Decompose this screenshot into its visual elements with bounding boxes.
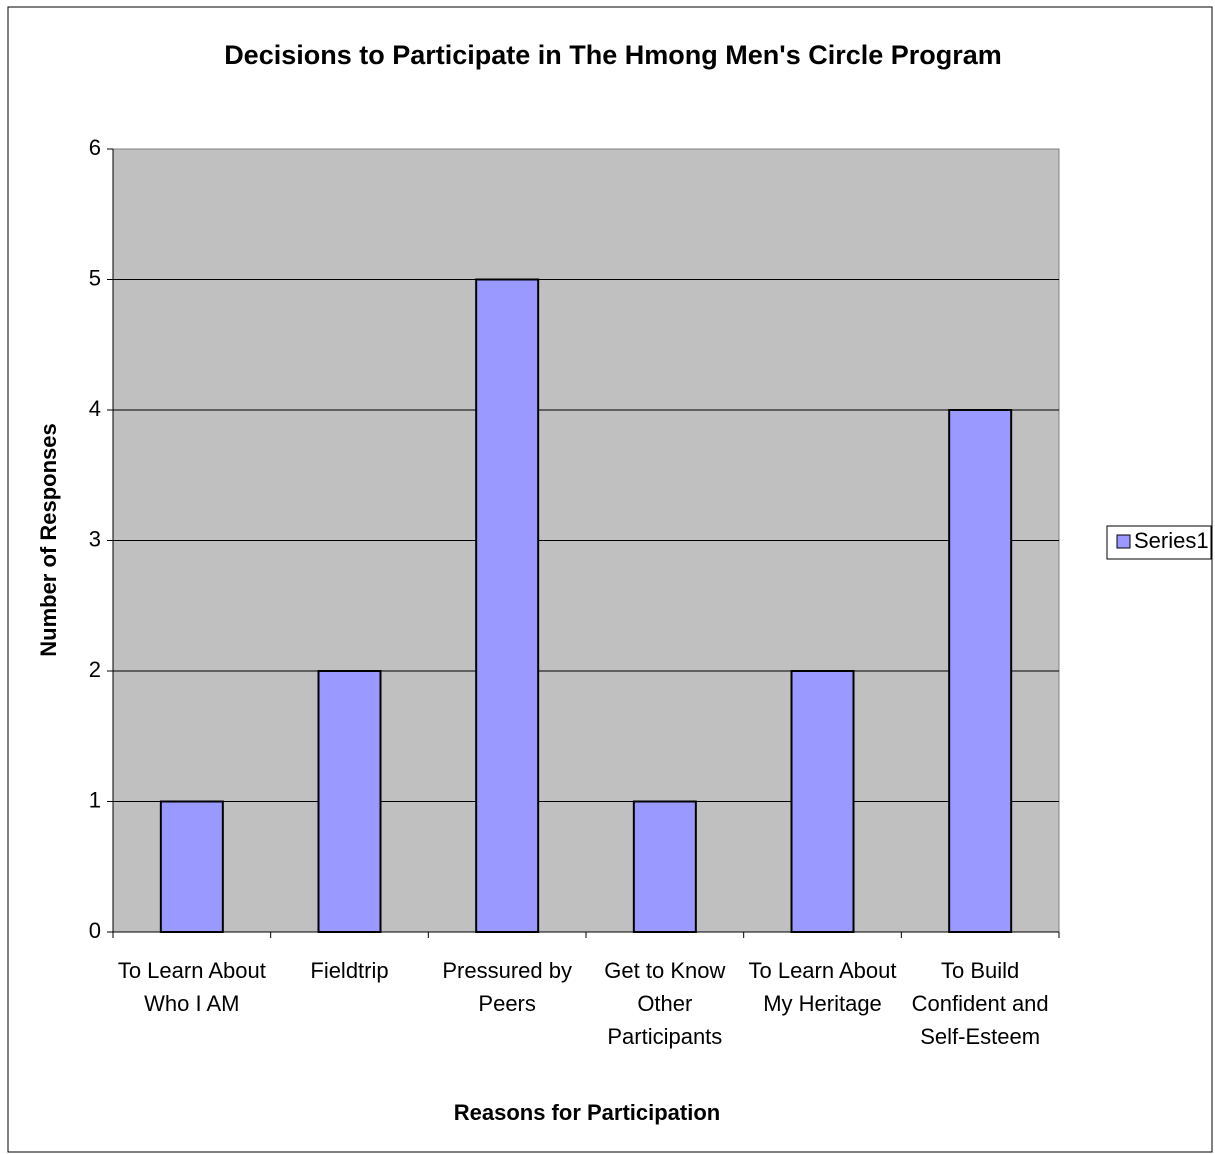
x-tick-label: Fieldtrip xyxy=(310,958,389,983)
y-axis-label: Number of Responses xyxy=(36,423,61,657)
x-tick-label: Get to Know Other Participants xyxy=(604,958,726,1049)
bar xyxy=(632,800,697,933)
chart-title: Decisions to Participate in The Hmong Me… xyxy=(224,40,1002,70)
bar xyxy=(475,278,540,933)
y-tick-label: 3 xyxy=(89,526,101,551)
bar xyxy=(948,409,1013,933)
bar xyxy=(317,670,382,933)
legend-swatch xyxy=(1116,534,1131,549)
legend-label: Series1 xyxy=(1134,528,1209,553)
x-tick-label: To Learn About My Heritage xyxy=(748,958,897,1016)
x-tick-label: To Learn About Who I AM xyxy=(117,958,266,1016)
y-tick-label: 4 xyxy=(89,396,101,421)
y-tick-label: 6 xyxy=(89,135,101,160)
y-tick-label: 0 xyxy=(89,918,101,943)
bar xyxy=(159,800,224,933)
y-tick-label: 2 xyxy=(89,657,101,682)
y-tick-label: 1 xyxy=(89,787,101,812)
x-axis-label: Reasons for Participation xyxy=(454,1100,721,1125)
bar xyxy=(790,670,855,933)
y-tick-label: 5 xyxy=(89,265,101,290)
x-tick-label: Pressured by Peers xyxy=(442,958,572,1016)
x-tick-label: To Build Confident and Self-Esteem xyxy=(911,958,1049,1049)
